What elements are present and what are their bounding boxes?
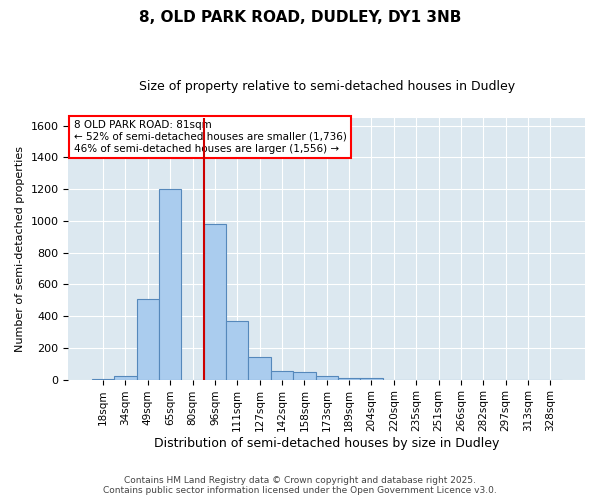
Bar [114, 376, 137, 380]
Bar [271, 371, 293, 380]
Bar [226, 321, 248, 380]
Bar [316, 376, 338, 380]
Bar [360, 378, 383, 380]
Title: Size of property relative to semi-detached houses in Dudley: Size of property relative to semi-detach… [139, 80, 515, 93]
Bar [338, 378, 360, 380]
Bar [137, 298, 159, 380]
Text: Contains HM Land Registry data © Crown copyright and database right 2025.
Contai: Contains HM Land Registry data © Crown c… [103, 476, 497, 495]
Y-axis label: Number of semi-detached properties: Number of semi-detached properties [15, 146, 25, 352]
Bar [293, 372, 316, 380]
Bar [159, 189, 181, 380]
X-axis label: Distribution of semi-detached houses by size in Dudley: Distribution of semi-detached houses by … [154, 437, 499, 450]
Bar [204, 224, 226, 380]
Bar [248, 358, 271, 380]
Text: 8 OLD PARK ROAD: 81sqm
← 52% of semi-detached houses are smaller (1,736)
46% of : 8 OLD PARK ROAD: 81sqm ← 52% of semi-det… [74, 120, 346, 154]
Bar [92, 379, 114, 380]
Text: 8, OLD PARK ROAD, DUDLEY, DY1 3NB: 8, OLD PARK ROAD, DUDLEY, DY1 3NB [139, 10, 461, 25]
